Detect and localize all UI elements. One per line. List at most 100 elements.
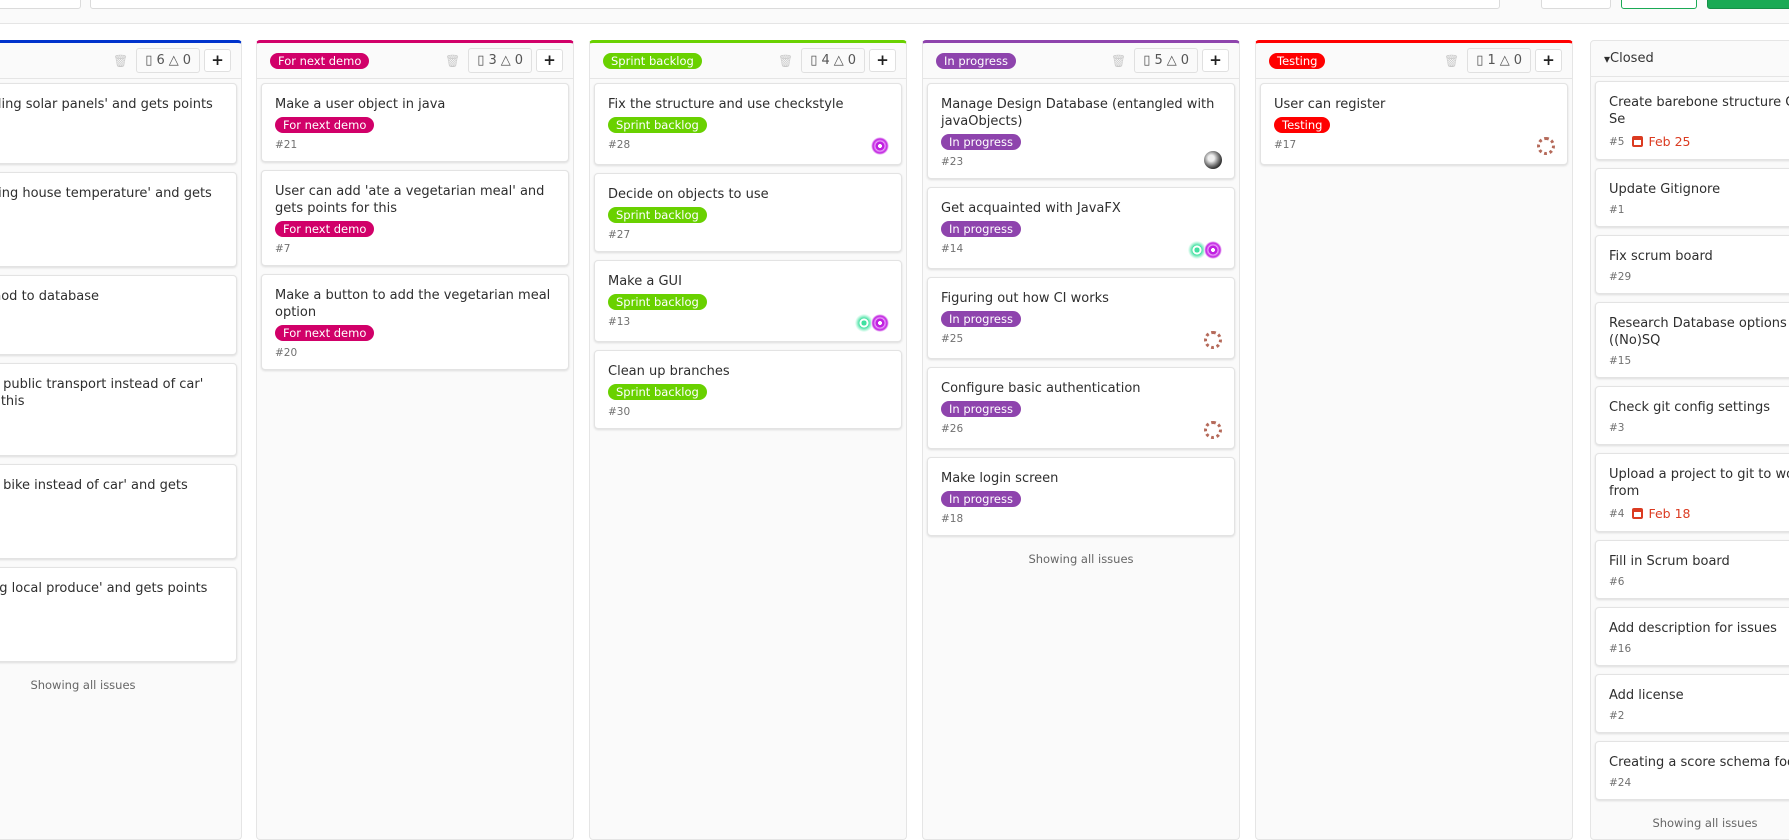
issue-title[interactable]: ld 'lowering house temperature' and gets… — [0, 186, 212, 201]
avatar[interactable] — [855, 314, 873, 332]
trash-icon[interactable]: 🗑 — [778, 53, 794, 68]
issue-title[interactable]: Clean up branches — [608, 364, 730, 379]
issue-card[interactable]: Clean up branches Sprint backlog #30 — [594, 350, 902, 429]
issue-card[interactable]: Make a user object in java For next demo #… — [261, 83, 569, 162]
issue-title[interactable]: Make a GUI — [608, 274, 682, 289]
issue-title[interactable]: ld 'installing solar panels' and gets po… — [0, 97, 213, 112]
issue-title[interactable]: ld 'Buying local produce' and gets point… — [0, 581, 208, 596]
issue-title[interactable]: Figuring out how CI works — [941, 291, 1109, 306]
issue-card[interactable]: Update Gitignore #1 — [1595, 168, 1789, 227]
issue-card[interactable]: ld 'Using public transport instead of ca… — [0, 363, 237, 456]
trash-icon[interactable]: 🗑 — [1111, 53, 1127, 68]
issue-title[interactable]: User can add 'ate a vegetarian meal' and… — [275, 184, 549, 216]
issue-card[interactable]: Manage Design Database (entangled with j… — [927, 83, 1235, 179]
issue-title[interactable]: Upload a project to git to work from — [1609, 467, 1789, 499]
avatar[interactable] — [1204, 421, 1222, 439]
column-label: Sprint backlog — [603, 52, 702, 69]
issue-card[interactable]: Check git config settings #3 — [1595, 386, 1789, 445]
issue-title[interactable]: ld 'Using bike instead of car' and gets … — [3, 478, 188, 493]
issue-meta: #30 — [608, 406, 888, 418]
issue-card[interactable]: User can add 'ate a vegetarian meal' and… — [261, 170, 569, 266]
issue-title[interactable]: Make a user object in java — [275, 97, 446, 112]
issue-card[interactable]: Add description for issues #16 — [1595, 607, 1789, 666]
column-header: Sprint backlog 🗑 ▯ 4 △ 0 + — [590, 43, 906, 79]
avatar[interactable] — [1204, 331, 1222, 349]
issue-title[interactable]: Decide on objects to use — [608, 187, 769, 202]
issue-counts: ▯ 4 △ 0 — [801, 48, 865, 73]
column-header: In progress 🗑 ▯ 5 △ 0 + — [923, 43, 1239, 79]
add-issue-button[interactable]: + — [1535, 49, 1562, 72]
issue-title[interactable]: User can register — [1274, 97, 1386, 112]
issue-card[interactable]: gin method to database — [0, 275, 237, 355]
issue-title[interactable]: Fix the structure and use checkstyle — [608, 97, 844, 112]
trash-icon[interactable]: 🗑 — [445, 53, 461, 68]
issue-meta: #23 — [941, 156, 1221, 168]
issue-card[interactable]: Upload a project to git to work from #4 Fe… — [1595, 453, 1789, 532]
issue-card[interactable]: ld 'Using bike instead of car' and gets … — [0, 464, 237, 559]
issue-card[interactable]: Add license #2 — [1595, 674, 1789, 733]
issue-card[interactable]: Get acquainted with JavaFX In progress #14 — [927, 187, 1235, 269]
add-issue-button[interactable]: + — [1202, 49, 1229, 72]
avatar[interactable] — [1188, 241, 1206, 259]
add-issues-button[interactable] — [1707, 0, 1789, 9]
issue-card[interactable]: User can register Testing #17 — [1260, 83, 1568, 165]
board-selector[interactable] — [0, 0, 81, 9]
issue-card[interactable]: ld 'lowering house temperature' and gets… — [0, 172, 237, 267]
issue-title[interactable]: Creating a score schema footprint — [1609, 755, 1789, 770]
issue-title[interactable]: Research Database options ((No)SQ — [1609, 316, 1787, 348]
collapse-caret-icon[interactable]: ▾ — [1604, 51, 1611, 66]
issue-title[interactable]: Update Gitignore — [1609, 182, 1721, 197]
issue-card[interactable]: Make a GUI Sprint backlog #13 — [594, 260, 902, 342]
avatar[interactable] — [871, 314, 889, 332]
issue-title[interactable]: ld 'Using public transport instead of ca… — [0, 377, 204, 409]
issue-counts: ▯ 3 △ 0 — [468, 48, 532, 73]
issue-number: #5 — [1609, 135, 1625, 148]
issue-title[interactable]: Configure basic authentication — [941, 381, 1141, 396]
search-input[interactable]: Search or filter results... — [90, 0, 1500, 9]
issue-label: For next demo — [275, 221, 375, 237]
avatar[interactable] — [1537, 137, 1555, 155]
avatar[interactable] — [1204, 241, 1222, 259]
board-column: 🗑 ▯6 △0+ ld 'installing solar panels' and … — [0, 40, 242, 840]
issue-card[interactable]: Make a button to add the vegetarian meal… — [261, 274, 569, 370]
issue-count: 3 — [488, 53, 497, 68]
issue-counts: ▯ 5 △ 0 — [1134, 48, 1198, 73]
issue-title[interactable]: gin method to database — [0, 289, 100, 304]
issue-title[interactable]: Make a button to add the vegetarian meal… — [275, 288, 555, 320]
issue-title[interactable]: Add description for issues — [1609, 621, 1777, 636]
issue-card[interactable]: Make login screen In progress #18 — [927, 457, 1235, 536]
add-issue-button[interactable]: + — [536, 49, 563, 72]
trash-icon[interactable]: 🗑 — [113, 53, 129, 68]
issue-title[interactable]: Check git config settings — [1609, 400, 1770, 415]
weight-count: 0 — [847, 53, 856, 68]
issue-card[interactable]: Fill in Scrum board #6 — [1595, 540, 1789, 599]
add-issue-button[interactable]: + — [204, 49, 231, 72]
weight-count: 0 — [1513, 53, 1522, 68]
issue-card[interactable]: Figuring out how CI works In progress #25 — [927, 277, 1235, 359]
issue-title[interactable]: Manage Design Database (entangled with j… — [941, 97, 1219, 129]
issue-card[interactable]: Creating a score schema footprint #24 — [1595, 741, 1789, 800]
trash-icon[interactable]: 🗑 — [1444, 53, 1460, 68]
edit-board-button[interactable] — [1541, 0, 1611, 9]
column-header[interactable]: ▾ Closed — [1591, 41, 1789, 77]
issue-card[interactable]: ld 'installing solar panels' and gets po… — [0, 83, 237, 164]
issue-label: In progress — [941, 134, 1021, 150]
add-list-button[interactable] — [1621, 0, 1697, 9]
issue-counts: ▯ 6 △ 0 — [136, 48, 200, 73]
issue-card[interactable]: Configure basic authentication In progres… — [927, 367, 1235, 449]
avatar[interactable] — [1204, 151, 1222, 169]
issue-title[interactable]: Fill in Scrum board — [1609, 554, 1730, 569]
issue-title[interactable]: Get acquainted with JavaFX — [941, 201, 1121, 216]
avatar[interactable] — [871, 137, 889, 155]
issue-card[interactable]: Fix the structure and use checkstyle Spri… — [594, 83, 902, 165]
add-issue-button[interactable]: + — [869, 49, 896, 72]
issue-card[interactable]: Research Database options ((No)SQ #15 — [1595, 302, 1789, 378]
issue-title[interactable]: Add license — [1609, 688, 1684, 703]
issue-card[interactable]: ld 'Buying local produce' and gets point… — [0, 567, 237, 662]
issue-title[interactable]: Create barebone structure Client-Se — [1609, 95, 1789, 127]
issue-title[interactable]: Make login screen — [941, 471, 1059, 486]
issue-card[interactable]: Create barebone structure Client-Se #5 Feb… — [1595, 81, 1789, 160]
issue-title[interactable]: Fix scrum board — [1609, 249, 1713, 264]
issue-card[interactable]: Fix scrum board #29 — [1595, 235, 1789, 294]
issue-card[interactable]: Decide on objects to use Sprint backlog #2… — [594, 173, 902, 252]
